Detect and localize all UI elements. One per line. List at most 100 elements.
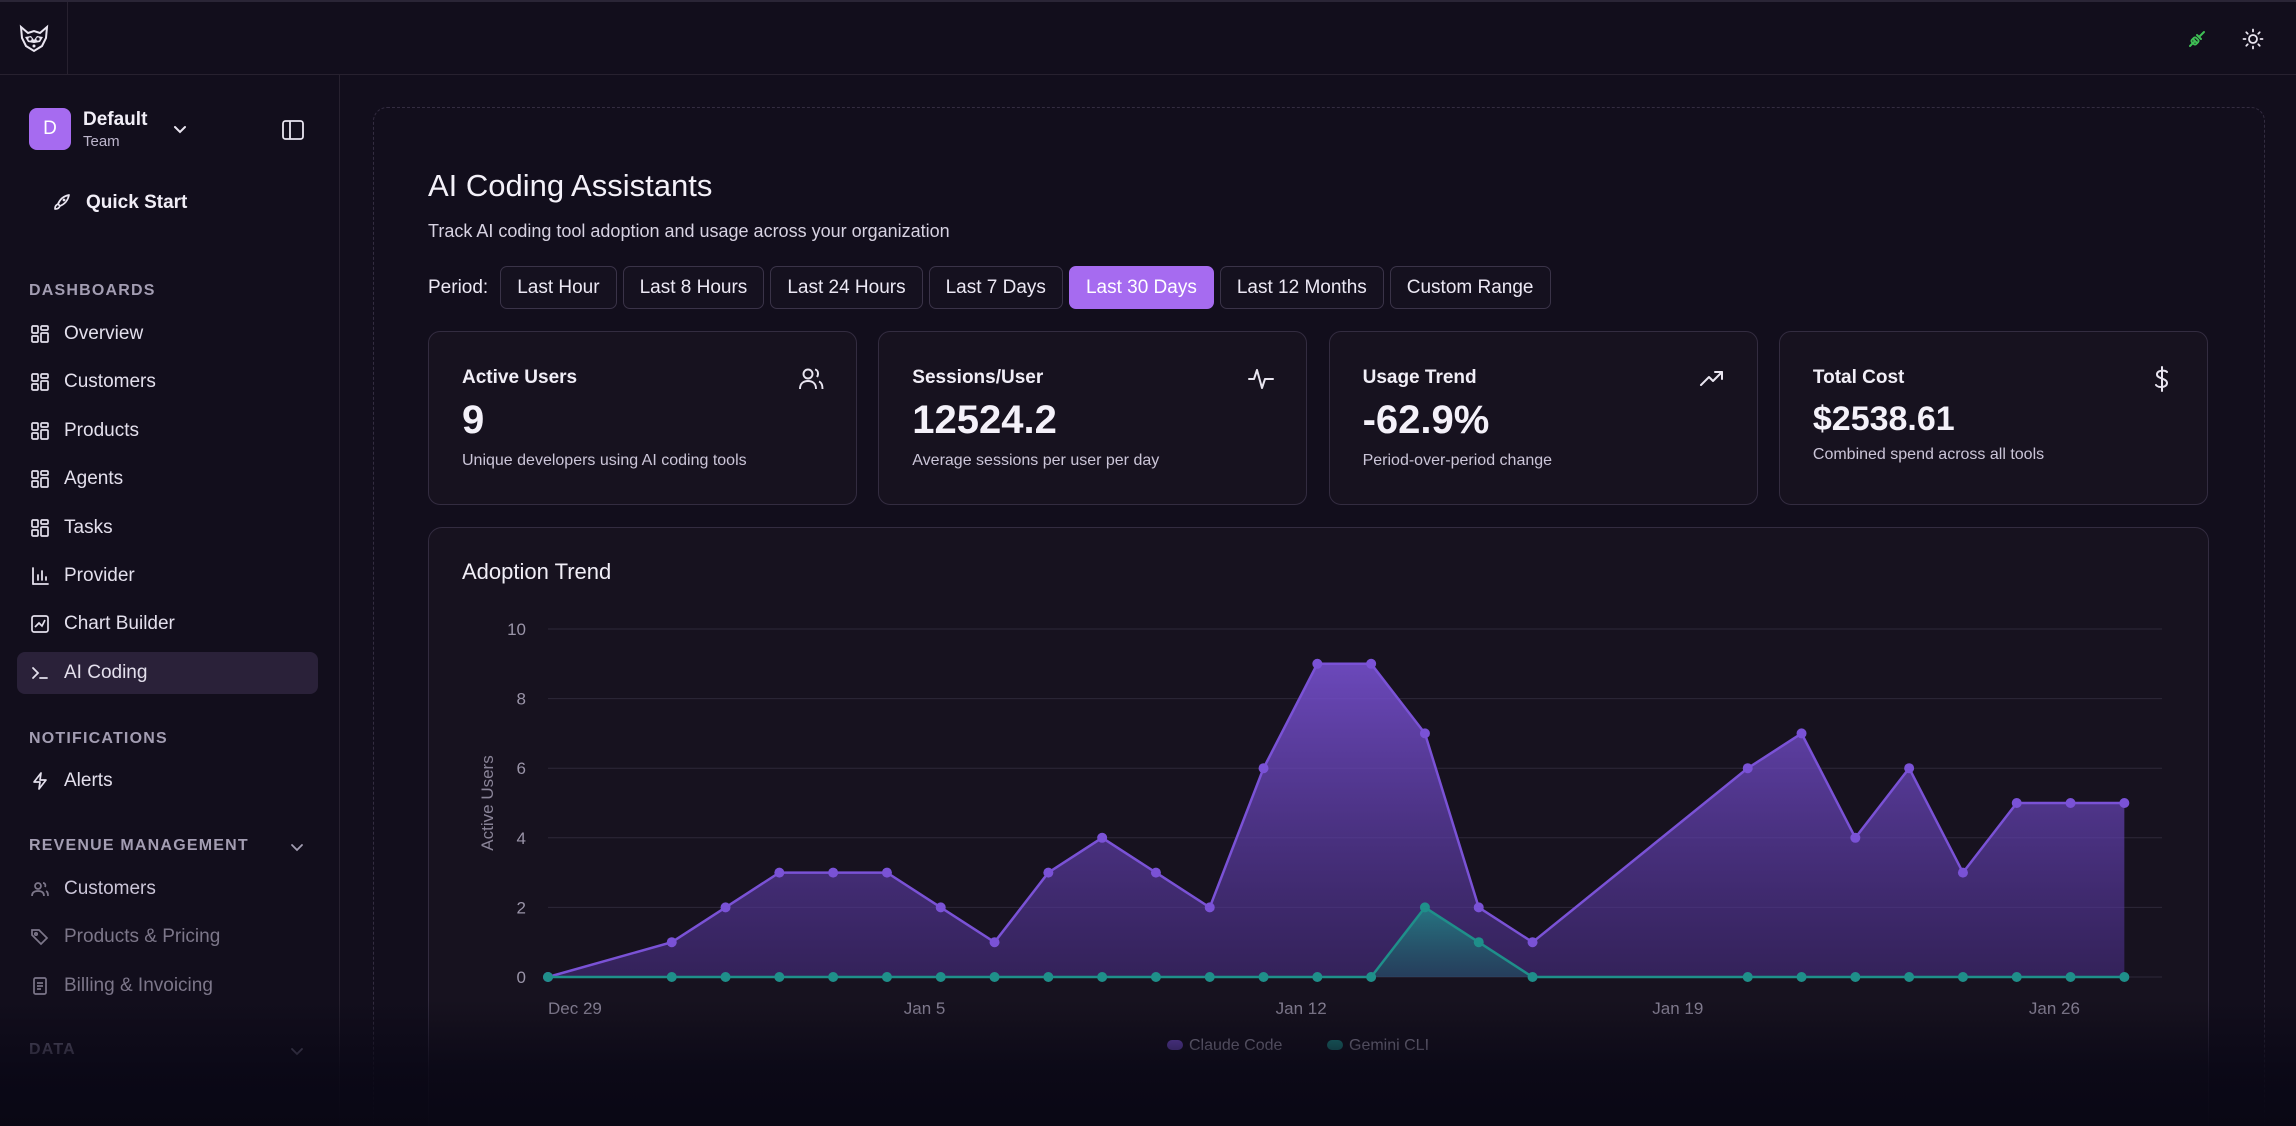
sidebar-item-tasks[interactable]: Tasks: [17, 507, 318, 549]
data-point: [666, 937, 677, 948]
chart-title: Adoption Trend: [462, 559, 612, 584]
chevron-down-icon[interactable]: [289, 1043, 305, 1059]
sun-icon[interactable]: [2240, 26, 2266, 52]
sidebar-item-label: Agents: [64, 468, 124, 490]
chevron-down-icon[interactable]: [289, 839, 305, 855]
data-point: [2119, 972, 2130, 982]
data-point: [1904, 972, 1915, 982]
stat-card-usage-trend: Usage Trend -62.9% Period-over-period chan…: [1328, 331, 1758, 505]
sidebar-item-chart-builder[interactable]: Chart Builder: [17, 603, 318, 645]
top-bar: [0, 0, 2296, 75]
sidebar-item-products[interactable]: Products: [17, 410, 318, 452]
sidebar-item-label: AI Coding: [64, 661, 148, 683]
logo-cell[interactable]: [0, 2, 68, 75]
data-point: [989, 972, 1000, 982]
sidebar: D Default Team Quick Start DASHBOARDS Ov…: [0, 75, 340, 1126]
legend-label: Gemini CLI: [1349, 1037, 1429, 1054]
data-point: [935, 972, 946, 982]
card-description: Unique developers using AI coding tools: [462, 452, 747, 469]
x-tick-label: Jan 5: [904, 999, 946, 1018]
sidebar-item-label: Alerts: [64, 770, 113, 791]
period-last-30-days-button[interactable]: Last 30 Days: [1068, 266, 1214, 309]
dashboards-section-label: DASHBOARDS: [29, 282, 156, 299]
panel-left-icon: [282, 120, 304, 140]
y-tick-label: 10: [507, 620, 526, 639]
data-point: [1258, 763, 1269, 774]
sidebar-item-ai-coding[interactable]: AI Coding: [17, 651, 318, 694]
period-last-12-months-button[interactable]: Last 12 Months: [1219, 266, 1384, 309]
users-icon: [797, 365, 825, 393]
data-point: [1204, 902, 1215, 913]
grid-icon: [30, 421, 50, 441]
data-point: [1473, 902, 1484, 913]
data-point: [1850, 832, 1861, 843]
quick-start-button[interactable]: Quick Start: [50, 192, 187, 214]
sidebar-toggle-button[interactable]: [280, 117, 306, 143]
sidebar-item-label: Tasks: [64, 516, 113, 538]
data-point: [774, 972, 785, 982]
period-last-hour-button[interactable]: Last Hour: [500, 266, 617, 309]
sidebar-item-provider[interactable]: Provider: [17, 555, 318, 597]
data-point: [1527, 972, 1538, 982]
legend-swatch: [1327, 1040, 1343, 1050]
data-point: [1366, 658, 1377, 669]
data-point: [1204, 972, 1215, 982]
data-point: [1097, 832, 1108, 843]
y-tick-label: 2: [517, 898, 526, 917]
data-point: [666, 972, 677, 982]
card-title: Active Users: [462, 367, 578, 388]
sidebar-item-label: Overview: [64, 323, 144, 344]
activity-icon: [1247, 365, 1275, 393]
card-title: Usage Trend: [1362, 367, 1477, 388]
data-point: [1419, 728, 1430, 739]
team-name: Default: [83, 108, 148, 130]
x-tick-label: Jan 12: [1276, 999, 1327, 1018]
grid-icon: [30, 324, 50, 344]
users-icon: [30, 879, 50, 899]
card-value: 12524.2: [912, 398, 1057, 442]
data-point: [1527, 937, 1538, 948]
period-last-7-days-button[interactable]: Last 7 Days: [928, 266, 1063, 309]
data-point: [720, 902, 731, 913]
data-section-label: DATA: [29, 1041, 76, 1058]
plug-connected-icon[interactable]: [2184, 26, 2210, 52]
y-tick-label: 6: [517, 759, 526, 778]
data-point: [1312, 972, 1323, 982]
data-point: [828, 867, 839, 878]
sidebar-item-overview[interactable]: Overview: [17, 313, 318, 355]
quick-start-label: Quick Start: [86, 192, 188, 213]
grid-icon: [30, 372, 50, 392]
data-point: [1796, 728, 1807, 739]
data-point: [1796, 972, 1807, 982]
sidebar-item-label: Provider: [64, 565, 135, 586]
sidebar-item-products-pricing[interactable]: Products & Pricing: [17, 916, 318, 958]
sidebar-item-customers[interactable]: Customers: [17, 361, 318, 403]
adoption-chart-svg: 0 2 4 6 8 10 Active Users Dec 29 Jan 5 Jan 12 Jan …: [478, 620, 2162, 1054]
team-switcher[interactable]: D Default Team: [29, 108, 189, 150]
trending-up-icon: [1698, 365, 1726, 393]
data-point: [1742, 972, 1753, 982]
sidebar-item-label: Chart Builder: [64, 613, 175, 635]
card-description: Average sessions per user per day: [912, 452, 1160, 469]
bar-chart-icon: [30, 566, 50, 586]
data-point: [1150, 972, 1161, 982]
grid-icon: [30, 469, 50, 489]
y-tick-label: 0: [517, 968, 526, 987]
data-point: [1043, 972, 1054, 982]
data-point: [1957, 972, 1968, 982]
sidebar-item-alerts[interactable]: Alerts: [17, 760, 318, 802]
period-last-8-hours-button[interactable]: Last 8 Hours: [622, 266, 765, 309]
period-custom-range-button[interactable]: Custom Range: [1389, 266, 1551, 309]
card-title: Sessions/User: [912, 367, 1044, 388]
sidebar-item-agents[interactable]: Agents: [17, 458, 318, 500]
data-point: [1904, 763, 1915, 774]
card-value: 9: [462, 398, 485, 442]
team-avatar: D: [29, 108, 71, 150]
data-point: [1043, 867, 1054, 878]
data-point: [881, 867, 892, 878]
sidebar-item-billing-invoicing[interactable]: Billing & Invoicing: [17, 965, 318, 1007]
sidebar-item-customers[interactable]: Customers: [17, 868, 318, 910]
period-last-24-hours-button[interactable]: Last 24 Hours: [770, 266, 923, 309]
card-description: Combined spend across all tools: [1812, 446, 2045, 463]
data-point: [1957, 867, 1968, 878]
